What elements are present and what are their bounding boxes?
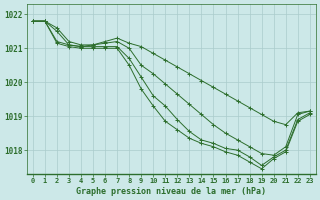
X-axis label: Graphe pression niveau de la mer (hPa): Graphe pression niveau de la mer (hPa): [76, 187, 266, 196]
